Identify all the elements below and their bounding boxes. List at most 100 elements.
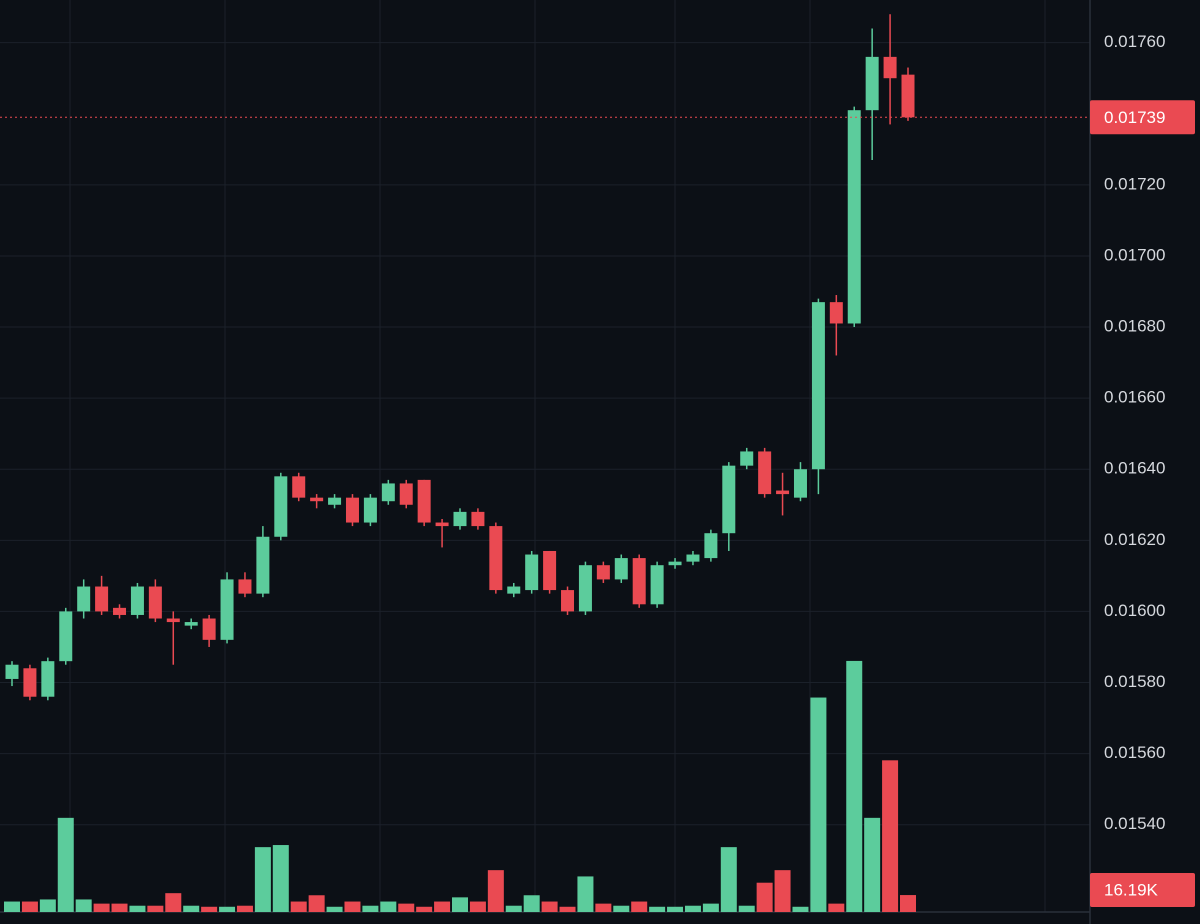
volume-bar [667, 906, 684, 912]
candle-body [704, 533, 718, 559]
y-tick-label: 0.01760 [1104, 32, 1165, 51]
candle-body [793, 469, 807, 498]
volume-bar [469, 901, 486, 912]
volume-bar [39, 899, 56, 912]
candle-body [596, 565, 610, 580]
candle-body [435, 522, 449, 527]
candle-body [668, 561, 682, 566]
y-tick-label: 0.01640 [1104, 459, 1165, 478]
volume-bar [129, 905, 146, 912]
candle-body [632, 558, 646, 605]
volume-bar [398, 903, 415, 912]
volume-bar [21, 901, 38, 912]
candle-body [561, 590, 575, 612]
candle-body [901, 74, 915, 118]
candle-body [381, 483, 395, 502]
volume-bar [183, 905, 200, 912]
candle-body [77, 586, 91, 612]
candle-body [5, 664, 19, 679]
volume-bar [272, 845, 289, 912]
volume-bar [290, 901, 307, 912]
candle-body [274, 476, 288, 537]
volume-bar [452, 897, 468, 912]
candle-body [328, 497, 342, 505]
volume-bar [523, 895, 540, 912]
candle-body [614, 558, 628, 580]
candle-body [23, 668, 37, 697]
volume-bar [541, 901, 558, 912]
candle-body [471, 511, 485, 527]
y-tick-label: 0.01700 [1104, 245, 1165, 264]
candle-body [292, 476, 306, 498]
volume-bar [595, 903, 612, 912]
candle-body [113, 607, 127, 615]
volume-bar [380, 901, 397, 912]
candle-body [847, 110, 861, 324]
y-tick-label: 0.01720 [1104, 174, 1165, 193]
y-tick-label: 0.01540 [1104, 814, 1165, 833]
candle-body [722, 465, 736, 534]
candle-body [363, 497, 377, 523]
candle-body [865, 56, 879, 111]
volume-bar [4, 901, 20, 912]
volume-bar [900, 895, 916, 912]
volume-bar [362, 905, 379, 912]
volume-bar [111, 903, 128, 912]
candle-body [758, 451, 772, 495]
volume-bar [75, 899, 92, 912]
volume-bar [559, 906, 576, 912]
candle-body [399, 483, 413, 505]
volume-bar [774, 870, 791, 912]
candle-body [650, 565, 664, 605]
volume-bar [792, 906, 809, 912]
volume-bar [738, 905, 755, 912]
volume-bar [201, 906, 218, 912]
volume-bar [416, 906, 433, 912]
volume-bar [577, 876, 594, 912]
candle-body [525, 554, 539, 591]
volume-bar [219, 906, 236, 912]
volume-bar [505, 905, 522, 912]
candle-body [417, 479, 431, 523]
y-tick-label: 0.01600 [1104, 601, 1165, 620]
candle-body [95, 586, 109, 612]
volume-bar [864, 817, 881, 912]
volume-bar [344, 901, 361, 912]
last-volume-tag [1090, 873, 1195, 907]
volume-bar [684, 905, 701, 912]
candle-body [130, 586, 144, 615]
candle-body [686, 554, 700, 562]
y-tick-label: 0.01620 [1104, 530, 1165, 549]
volume-bar [756, 882, 773, 912]
candle-body [453, 511, 467, 527]
volume-bar [846, 660, 863, 912]
candle-body [256, 536, 270, 594]
volume-bar [147, 905, 164, 912]
volume-bar [308, 895, 325, 912]
candle-body [883, 56, 897, 79]
candle-body [776, 490, 790, 495]
y-tick-label: 0.01660 [1104, 388, 1165, 407]
candle-body [507, 586, 521, 594]
volume-bar [254, 847, 271, 912]
candle-body [740, 451, 754, 466]
volume-bar [720, 847, 737, 912]
candle-body [238, 579, 252, 594]
candle-body [310, 497, 324, 502]
volume-bar [828, 903, 845, 912]
candle-body [59, 611, 73, 662]
y-tick-label: 0.01680 [1104, 317, 1165, 336]
last-price-label: 0.01739 [1104, 108, 1165, 127]
volume-bar [613, 905, 630, 912]
volume-bar [631, 901, 648, 912]
volume-bar [57, 817, 74, 912]
candle-body [811, 302, 825, 470]
volume-bar [93, 903, 110, 912]
volume-bar [810, 697, 827, 912]
candle-body [166, 618, 180, 623]
volume-bar [487, 870, 504, 912]
candle-body [829, 302, 843, 324]
